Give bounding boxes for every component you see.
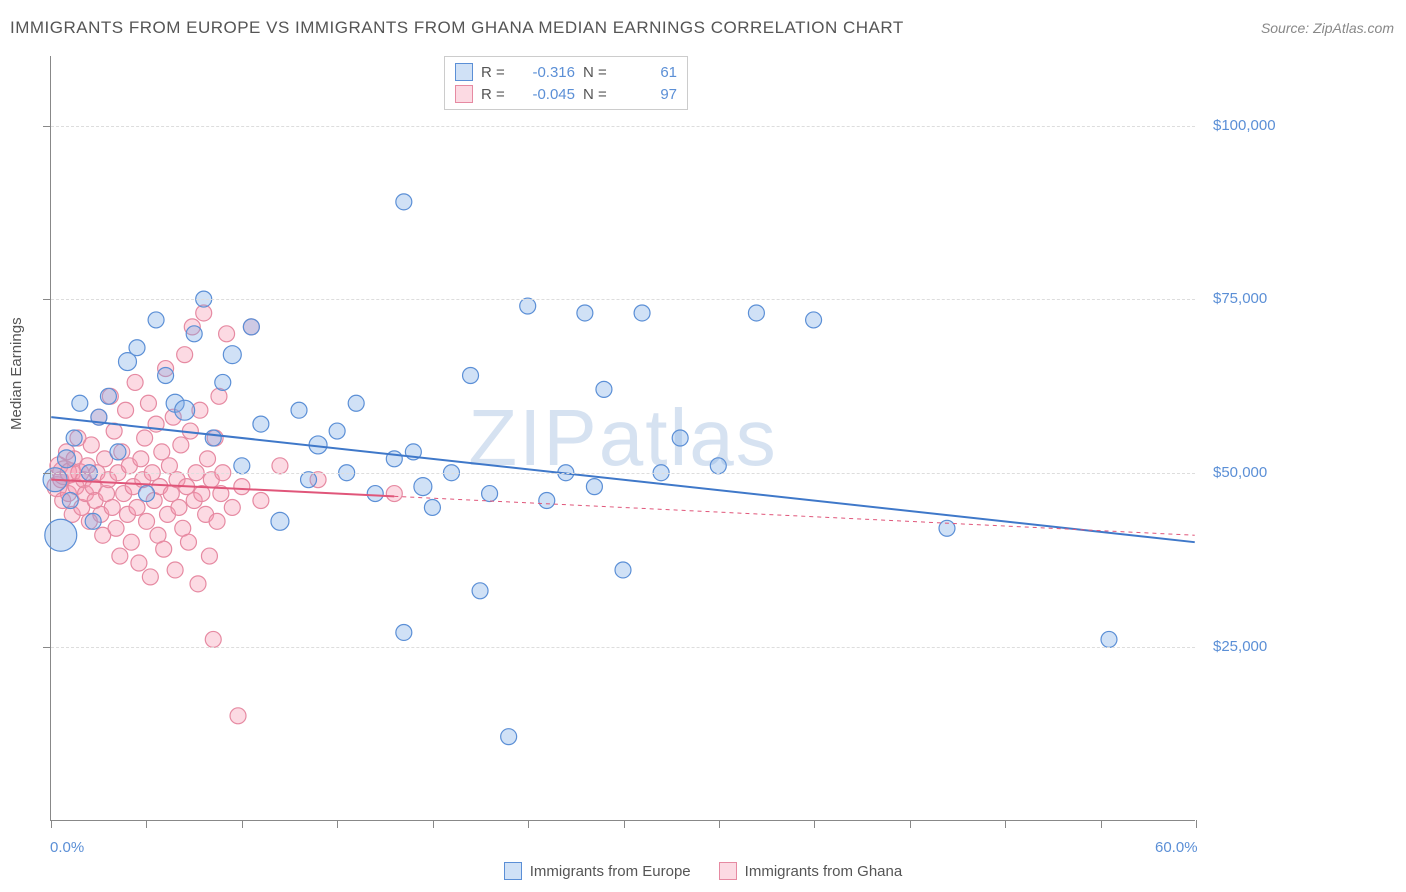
legend-n-value-europe: 61	[621, 64, 677, 81]
legend-swatch-ghana	[455, 85, 473, 103]
legend-item-ghana: Immigrants from Ghana	[719, 862, 903, 880]
x-tick-label: 60.0%	[1155, 839, 1198, 856]
legend-label-ghana: Immigrants from Ghana	[745, 863, 903, 880]
legend-n-label: N =	[583, 86, 613, 103]
source-attribution: Source: ZipAtlas.com	[1261, 20, 1394, 36]
legend-r-value-europe: -0.316	[519, 64, 575, 81]
legend-label-europe: Immigrants from Europe	[530, 863, 691, 880]
chart-title: IMMIGRANTS FROM EUROPE VS IMMIGRANTS FRO…	[10, 18, 904, 38]
y-tick-label: $100,000	[1213, 117, 1276, 134]
legend-stats-row-ghana: R = -0.045 N = 97	[455, 83, 677, 105]
chart-container: IMMIGRANTS FROM EUROPE VS IMMIGRANTS FRO…	[0, 0, 1406, 892]
legend-item-europe: Immigrants from Europe	[504, 862, 691, 880]
plot-area: ZIPatlas	[50, 56, 1195, 821]
legend-n-value-ghana: 97	[621, 86, 677, 103]
legend-n-label: N =	[583, 64, 613, 81]
legend-correlation-stats: R = -0.316 N = 61 R = -0.045 N = 97	[444, 56, 688, 110]
legend-swatch-europe	[504, 862, 522, 880]
y-tick-label: $50,000	[1213, 464, 1267, 481]
legend-series: Immigrants from Europe Immigrants from G…	[0, 862, 1406, 880]
legend-stats-row-europe: R = -0.316 N = 61	[455, 61, 677, 83]
y-tick-label: $75,000	[1213, 290, 1267, 307]
legend-r-label: R =	[481, 64, 511, 81]
legend-swatch-europe	[455, 63, 473, 81]
plot-svg	[51, 56, 1195, 820]
y-tick-label: $25,000	[1213, 638, 1267, 655]
legend-swatch-ghana	[719, 862, 737, 880]
x-tick-label: 0.0%	[50, 839, 84, 856]
y-axis-label: Median Earnings	[8, 317, 25, 430]
legend-r-value-ghana: -0.045	[519, 86, 575, 103]
legend-r-label: R =	[481, 86, 511, 103]
